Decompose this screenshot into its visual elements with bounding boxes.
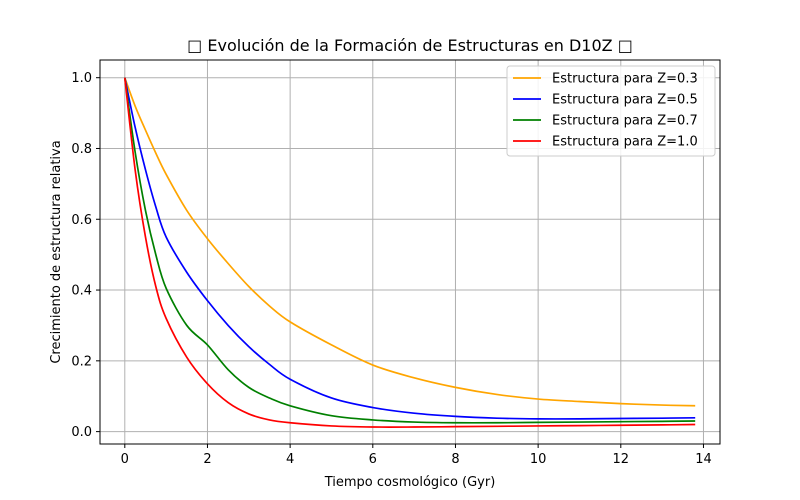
legend-label: Estructura para Z=1.0: [552, 135, 698, 150]
chart-title: □ Evolución de la Formación de Estructur…: [187, 36, 633, 55]
y-axis-label: Crecimiento de estructura relativa: [49, 140, 64, 363]
x-tick-label: 14: [695, 452, 712, 467]
series-lines: [123, 77, 696, 428]
y-tick-label: 0.2: [71, 354, 92, 369]
x-axis-label: Tiempo cosmológico (Gyr): [324, 475, 496, 490]
x-tick-label: 0: [121, 452, 129, 467]
series-line-1: [123, 77, 696, 420]
legend-label: Estructura para Z=0.5: [552, 93, 698, 108]
plot-frame: [99, 59, 721, 445]
y-tick-label: 1.0: [71, 71, 92, 86]
x-tick-label: 10: [530, 452, 547, 467]
legend-box: [506, 65, 716, 157]
axis-ticks: 0 2 4 6 8 10 12 14 0.0 0.2 0.4 0.6 0.8 1.0: [71, 71, 711, 467]
y-tick-label: 0.4: [71, 284, 92, 299]
x-tick-label: 12: [613, 452, 630, 467]
series-line-3: [123, 77, 696, 428]
x-tick-label: 6: [369, 452, 377, 467]
series-line-2: [123, 77, 696, 424]
y-tick-label: 0.6: [71, 213, 92, 228]
legend-label: Estructura para Z=0.3: [552, 72, 698, 87]
series-line-0: [124, 77, 696, 407]
legend-label: Estructura para Z=0.7: [552, 114, 698, 129]
x-tick-label: 2: [203, 452, 211, 467]
legend: Estructura para Z=0.3 Estructura para Z=0…: [506, 65, 716, 157]
y-tick-label: 0.8: [71, 142, 92, 157]
y-tick-label: 0.0: [71, 425, 92, 440]
x-tick-label: 4: [286, 452, 294, 467]
x-tick-label: 8: [451, 452, 459, 467]
